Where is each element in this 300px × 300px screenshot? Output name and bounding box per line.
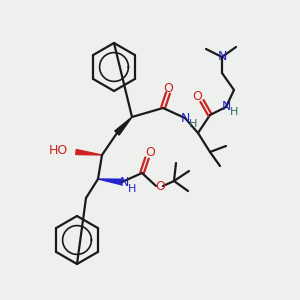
Text: O: O: [155, 181, 165, 194]
Text: H: H: [128, 184, 136, 194]
Text: N: N: [217, 50, 227, 64]
Text: H: H: [189, 119, 197, 129]
Text: O: O: [163, 82, 173, 94]
Text: HO: HO: [49, 145, 68, 158]
Text: H: H: [230, 107, 238, 117]
Polygon shape: [98, 179, 122, 185]
Text: N: N: [221, 100, 231, 113]
Text: N: N: [180, 112, 190, 124]
Text: O: O: [192, 91, 202, 103]
Text: O: O: [145, 146, 155, 160]
Polygon shape: [76, 149, 102, 155]
Polygon shape: [115, 117, 132, 135]
Text: N: N: [119, 176, 129, 188]
